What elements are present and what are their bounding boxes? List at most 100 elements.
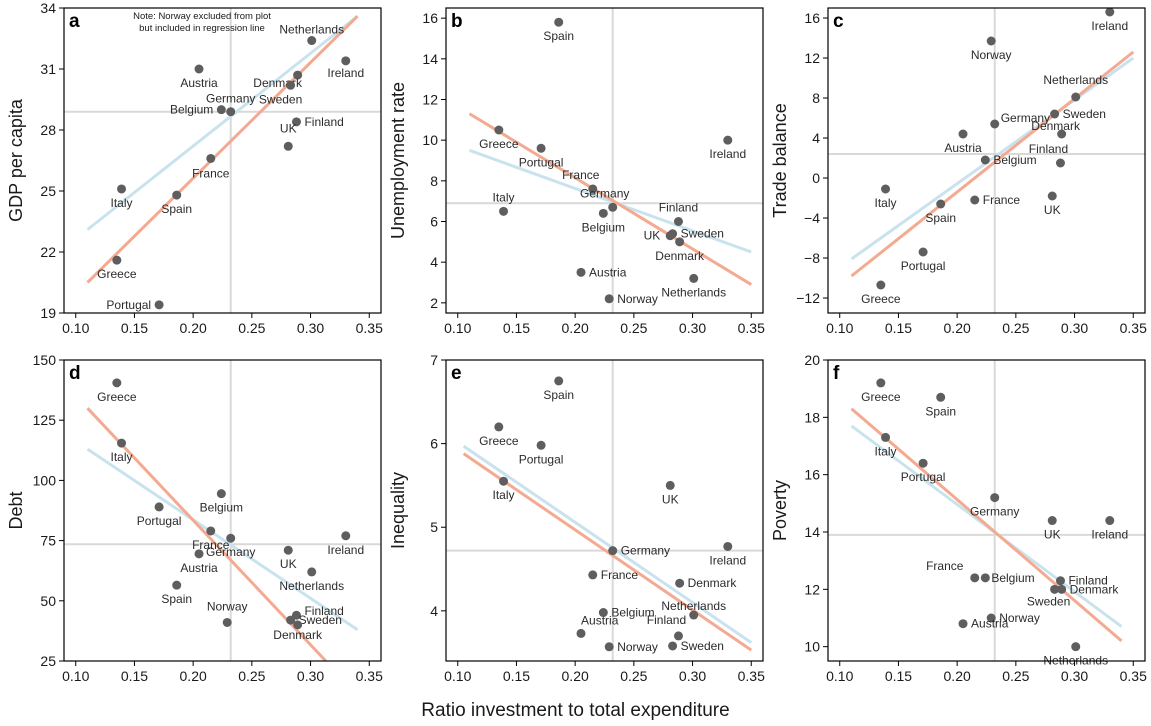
point-label-spain: Spain	[925, 211, 956, 225]
data-point-germany	[226, 107, 236, 117]
plot-frame	[445, 7, 764, 314]
x-tick-label: 0.20	[944, 668, 971, 684]
x-tick-label: 0.15	[121, 668, 148, 684]
y-tick-label: 20	[804, 352, 820, 368]
point-label-sweden: Sweden	[1063, 107, 1106, 121]
point-label-spain: Spain	[925, 404, 956, 418]
regression-line-blue	[86, 14, 359, 231]
data-point-italy	[499, 476, 509, 486]
panel-a: Austria Netherlands Ireland Denmark Sweden Ge…	[6, 0, 383, 336]
point-label-sweden: Sweden	[681, 227, 724, 241]
y-tick-label: 125	[33, 412, 57, 428]
point-label-denmark: Denmark	[253, 76, 303, 90]
point-label-norway: Norway	[971, 48, 1012, 62]
x-tick-label: 0.15	[885, 668, 912, 684]
point-label-belgium: Belgium	[582, 220, 625, 234]
data-point-sweden	[668, 641, 678, 651]
point-label-finland: Finland	[1068, 574, 1107, 588]
data-point-netherlands	[1071, 92, 1081, 102]
data-point-italy	[881, 432, 891, 442]
y-tick-label: 22	[40, 244, 56, 260]
data-point-denmark	[1057, 129, 1067, 139]
plot-note: Note: Norway excluded from plot	[133, 11, 271, 22]
data-point-denmark	[675, 237, 685, 247]
panel-c: Ireland Norway Netherlands Sweden GermanyDen…	[770, 7, 1147, 336]
x-tick-label: 0.20	[562, 668, 589, 684]
point-label-france: France	[192, 166, 230, 180]
data-point-sweden	[668, 229, 678, 239]
point-label-sweden: Sweden	[299, 613, 342, 627]
y-tick-label: 6	[430, 436, 438, 452]
y-tick-label: 19	[40, 305, 56, 321]
data-point-ireland	[341, 531, 351, 541]
panel-letter: a	[69, 11, 80, 32]
data-point-netherlands	[689, 610, 699, 620]
y-tick-label: 12	[804, 581, 820, 597]
y-tick-label: 7	[430, 352, 438, 368]
point-label-portugal: Portugal	[901, 259, 946, 273]
x-tick-label: 0.25	[1002, 668, 1029, 684]
x-tick-label: 0.35	[356, 320, 383, 336]
point-label-france: France	[562, 168, 600, 182]
data-point-france	[588, 570, 598, 580]
data-point-netherlands	[1071, 642, 1081, 652]
point-label-greece: Greece	[97, 390, 137, 404]
x-tick-label: 0.30	[297, 668, 324, 684]
data-point-finland	[1055, 158, 1065, 168]
point-label-finland: Finland	[304, 604, 343, 618]
data-point-france	[206, 153, 216, 163]
data-point-austria	[958, 129, 968, 139]
point-label-portugal: Portugal	[106, 298, 151, 312]
data-point-germany	[990, 493, 1000, 503]
point-label-sweden: Sweden	[1027, 594, 1070, 608]
x-tick-label: 0.25	[1002, 320, 1029, 336]
data-point-norway	[986, 613, 996, 623]
data-point-austria	[958, 619, 968, 629]
point-label-norway: Norway	[999, 611, 1040, 625]
point-label-uk: UK	[1044, 203, 1061, 217]
x-tick-label: 0.10	[826, 668, 853, 684]
data-point-uk	[665, 480, 675, 490]
point-label-ireland: Ireland	[1091, 19, 1128, 33]
data-point-denmark	[1057, 584, 1067, 594]
data-point-austria	[194, 64, 204, 74]
x-tick-label: 0.15	[885, 320, 912, 336]
point-label-netherlands: Netherlands	[279, 23, 344, 37]
data-point-austria	[576, 628, 586, 638]
y-axis-label: Unemployment rate	[388, 82, 408, 239]
point-label-spain: Spain	[543, 388, 574, 402]
point-label-uk: UK	[280, 557, 297, 571]
x-tick-label: 0.20	[180, 320, 207, 336]
y-tick-label: 100	[33, 472, 57, 488]
data-point-austria	[194, 549, 204, 559]
point-label-portugal: Portugal	[137, 514, 182, 528]
x-tick-label: 0.25	[238, 320, 265, 336]
y-tick-label: 10	[422, 132, 438, 148]
data-point-austria	[576, 267, 586, 277]
x-tick-label: 0.20	[562, 320, 589, 336]
point-label-germany: Germany	[580, 186, 629, 200]
x-tick-label: 0.15	[503, 320, 530, 336]
data-point-germany	[226, 533, 236, 543]
x-tick-label: 0.25	[620, 320, 647, 336]
point-label-denmark: Denmark	[273, 628, 323, 642]
point-label-norway: Norway	[207, 599, 248, 613]
regression-line-orange	[850, 407, 1123, 643]
regression-line-orange	[86, 407, 327, 661]
panel-letter: c	[833, 11, 844, 32]
data-point-norway	[222, 617, 232, 627]
point-label-ireland: Ireland	[709, 147, 746, 161]
regression-line-blue	[462, 444, 753, 644]
y-tick-label: 6	[430, 214, 438, 230]
point-label-austria: Austria	[180, 561, 218, 575]
y-tick-label: 14	[804, 524, 820, 540]
x-tick-label: 0.35	[738, 668, 765, 684]
y-tick-label: 4	[430, 603, 438, 619]
data-point-italy	[881, 184, 891, 194]
y-tick-label: 16	[804, 10, 820, 26]
data-point-sweden	[1050, 584, 1060, 594]
point-label-greece: Greece	[97, 267, 137, 281]
